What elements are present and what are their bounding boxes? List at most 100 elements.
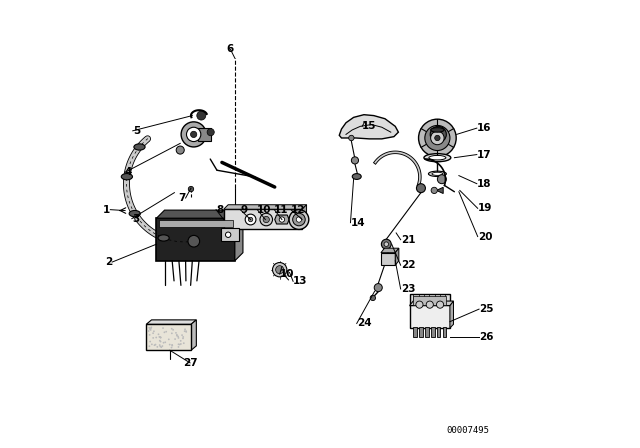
Bar [198,128,211,141]
Text: 22: 22 [401,260,415,270]
Circle shape [435,135,440,141]
Circle shape [175,332,177,334]
Ellipse shape [432,172,443,176]
Bar [410,305,450,328]
Text: 16: 16 [477,123,492,133]
Text: 18: 18 [477,179,492,189]
Circle shape [186,331,187,333]
Polygon shape [235,210,243,261]
Ellipse shape [352,174,361,179]
Circle shape [181,122,206,147]
Text: 13: 13 [293,276,308,286]
Ellipse shape [424,154,451,162]
Text: 2: 2 [105,257,112,267]
Text: 4: 4 [125,168,132,177]
Polygon shape [275,215,289,224]
Text: 10: 10 [257,205,272,215]
Text: 15: 15 [362,121,376,131]
Circle shape [149,340,151,342]
Circle shape [185,330,187,332]
Ellipse shape [122,173,132,180]
Circle shape [156,346,158,348]
Circle shape [374,284,382,292]
Text: 20: 20 [477,232,492,241]
Circle shape [148,330,150,332]
Text: 17: 17 [477,150,492,159]
Text: 11: 11 [275,205,289,215]
Circle shape [150,329,152,331]
Text: 12: 12 [291,205,305,215]
Circle shape [416,301,423,308]
Circle shape [176,146,184,154]
Circle shape [159,336,160,338]
Polygon shape [191,320,196,350]
Circle shape [155,344,156,345]
Circle shape [159,340,161,341]
Circle shape [351,157,358,164]
Circle shape [148,327,150,328]
Circle shape [171,332,173,334]
Circle shape [263,216,269,223]
Circle shape [431,131,444,145]
Circle shape [184,328,186,330]
Text: 6: 6 [227,44,234,54]
Circle shape [260,213,273,226]
Circle shape [207,129,214,136]
Circle shape [437,175,446,184]
Bar [146,324,191,350]
Text: 7: 7 [178,193,186,203]
Text: 9: 9 [240,205,248,215]
Circle shape [177,336,179,337]
Ellipse shape [134,144,145,150]
Circle shape [296,217,301,222]
Circle shape [169,344,171,345]
Text: 24: 24 [356,319,371,328]
Circle shape [417,184,426,193]
Circle shape [148,334,150,336]
Circle shape [180,343,182,345]
Circle shape [176,335,178,336]
Circle shape [419,119,456,157]
Circle shape [381,239,391,249]
Polygon shape [436,187,443,194]
Bar [381,253,396,265]
Bar [413,296,446,305]
Circle shape [182,337,184,339]
Bar [224,209,302,229]
Ellipse shape [129,211,140,217]
Circle shape [178,343,179,345]
Text: 14: 14 [351,218,365,228]
Circle shape [248,217,253,222]
Circle shape [176,334,178,336]
Text: 1: 1 [103,205,110,215]
Circle shape [152,337,154,339]
Polygon shape [146,320,196,324]
Circle shape [425,125,450,151]
Bar [443,327,446,337]
Circle shape [181,334,183,336]
Circle shape [161,346,162,348]
Circle shape [177,346,179,348]
Circle shape [159,340,161,342]
Polygon shape [410,301,454,306]
Bar [159,220,233,227]
Circle shape [172,345,173,346]
Circle shape [289,210,309,229]
Text: 3: 3 [132,214,139,224]
Circle shape [159,344,161,346]
Bar [437,327,440,337]
Circle shape [150,327,152,329]
Circle shape [171,347,172,349]
Circle shape [273,263,287,277]
Ellipse shape [429,155,446,160]
Polygon shape [157,210,243,218]
Circle shape [159,345,161,347]
Circle shape [384,242,388,246]
Circle shape [172,329,174,331]
Circle shape [163,332,165,333]
Circle shape [182,336,184,338]
Bar [413,327,417,337]
Polygon shape [396,248,399,265]
Circle shape [188,186,194,192]
Circle shape [161,345,163,347]
